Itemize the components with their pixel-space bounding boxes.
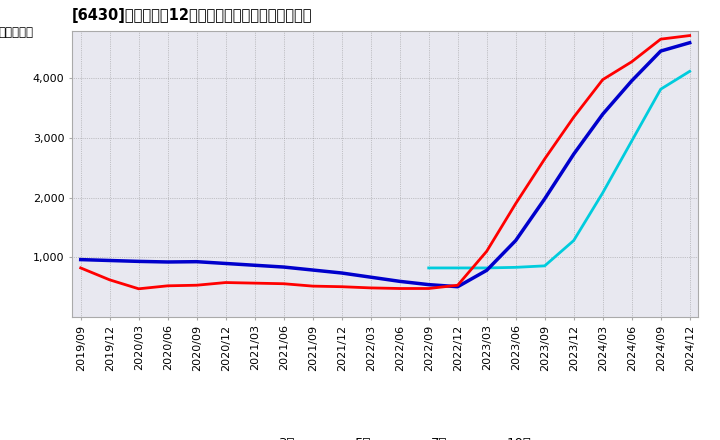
5年 [163,259,172,264]
3年 [135,286,143,291]
5年 [570,151,578,157]
7年 [511,265,520,270]
5年 [657,48,665,54]
3年 [338,284,346,290]
5年 [279,264,288,270]
3年 [454,282,462,288]
5年 [135,259,143,264]
5年 [685,40,694,45]
3年 [570,114,578,120]
3年 [192,282,201,288]
5年 [192,259,201,264]
3年 [395,286,404,291]
Line: 3年: 3年 [81,36,690,289]
Text: [6430]　経常利益12か月移動合計の標準偏差の推移: [6430] 経常利益12か月移動合計の標準偏差の推移 [72,7,312,23]
5年 [424,282,433,287]
3年 [221,280,230,285]
7年 [598,190,607,195]
3年 [424,286,433,291]
3年 [482,249,491,254]
Line: 7年: 7年 [428,71,690,268]
Y-axis label: （百万円）: （百万円） [0,26,33,39]
5年 [76,257,85,262]
5年 [395,279,404,284]
5年 [105,258,114,263]
7年 [541,263,549,268]
3年 [308,283,317,289]
7年 [657,87,665,92]
5年 [627,78,636,84]
7年 [627,139,636,144]
3年 [627,59,636,64]
7年 [454,265,462,271]
5年 [454,284,462,290]
5年 [308,268,317,273]
3年 [685,33,694,38]
5年 [482,268,491,273]
7年 [570,238,578,243]
3年 [366,285,375,290]
3年 [163,283,172,289]
Legend: 3年, 5年, 7年, 10年: 3年, 5年, 7年, 10年 [234,432,536,440]
3年 [251,280,259,286]
5年 [511,238,520,243]
3年 [76,265,85,271]
5年 [251,263,259,268]
5年 [541,196,549,202]
Line: 5年: 5年 [81,43,690,287]
7年 [424,265,433,271]
3年 [598,77,607,82]
3年 [511,201,520,206]
3年 [105,277,114,282]
5年 [366,275,375,280]
5年 [598,112,607,117]
5年 [338,270,346,275]
7年 [685,69,694,74]
5年 [221,261,230,266]
7年 [482,265,491,271]
3年 [279,281,288,286]
3年 [657,37,665,42]
3年 [541,156,549,161]
